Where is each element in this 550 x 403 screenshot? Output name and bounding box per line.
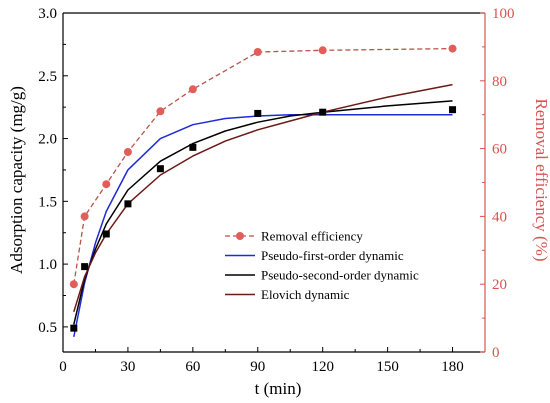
- removal-efficiency-point: [253, 47, 262, 56]
- y2-axis-title: Removal efficiency (%): [532, 98, 550, 261]
- plot-area: [69, 44, 457, 338]
- removal-efficiency-line: [73, 47, 453, 285]
- capacity-point: [254, 109, 262, 117]
- y-tick-label: 3.0: [38, 6, 57, 22]
- x-tick-label: 180: [441, 359, 464, 375]
- capacity-point: [156, 165, 164, 173]
- x-tick-label: 120: [311, 359, 334, 375]
- x-tick-label: 0: [59, 359, 67, 375]
- axes: 0 30 60 90 120 150 180 0.5 1.0 1.5 2.0 2.5 3.0 0 20 40 6…: [38, 6, 514, 375]
- removal-efficiency-point: [80, 212, 89, 221]
- x-axis-title: t (min): [255, 379, 302, 398]
- removal-efficiency-point: [188, 85, 197, 94]
- removal-efficiency-point: [448, 44, 457, 53]
- y2-tick-label: 100: [492, 6, 515, 22]
- legend-marker: [236, 232, 244, 240]
- removal-efficiency-point: [318, 46, 327, 55]
- removal-efficiency-point: [69, 280, 78, 289]
- y-tick-label: 0.5: [38, 320, 57, 336]
- capacity-point: [70, 324, 78, 332]
- y-tick-label: 2.0: [38, 132, 57, 148]
- pseudo-first-order-curve: [73, 113, 453, 338]
- y2-tick-label: 40: [492, 209, 507, 225]
- y2-tick-label: 20: [492, 277, 507, 293]
- removal-efficiency-point: [156, 107, 165, 116]
- legend-label: Removal efficiency: [261, 229, 363, 244]
- legend-removal-efficiency: Removal efficiency: [225, 229, 363, 244]
- legend-label: Pseudo-second-order dynamic: [261, 268, 419, 283]
- capacity-point: [124, 200, 132, 208]
- x-tick-label: 30: [120, 359, 135, 375]
- x-tick-label: 60: [185, 359, 200, 375]
- capacity-point: [319, 108, 327, 116]
- x-tick-label: 90: [250, 359, 265, 375]
- y2-tick-label: 60: [492, 142, 507, 158]
- x-tick-label: 150: [376, 359, 399, 375]
- capacity-point: [189, 143, 197, 151]
- legend: Removal efficiency Pseudo-first-order dyn…: [225, 229, 419, 302]
- legend-label: Elovich dynamic: [261, 287, 350, 302]
- legend-label: Pseudo-first-order dynamic: [261, 248, 404, 263]
- y2-tick-label: 0: [492, 345, 500, 361]
- legend-pseudo-second-order: Pseudo-second-order dynamic: [225, 268, 419, 283]
- y2-tick-label: 80: [492, 74, 507, 90]
- y-tick-label: 2.5: [38, 69, 57, 85]
- capacity-point: [449, 106, 457, 114]
- y-tick-label: 1.0: [38, 257, 57, 273]
- capacity-point: [81, 263, 89, 271]
- legend-elovich: Elovich dynamic: [225, 287, 350, 302]
- removal-efficiency-point: [102, 180, 111, 189]
- y-axis-title: Adsorption capacity (mg/g): [7, 86, 26, 274]
- y-tick-label: 1.5: [38, 194, 57, 210]
- removal-efficiency-point: [123, 147, 132, 156]
- legend-pseudo-first-order: Pseudo-first-order dynamic: [225, 248, 404, 263]
- capacity-point: [102, 230, 110, 238]
